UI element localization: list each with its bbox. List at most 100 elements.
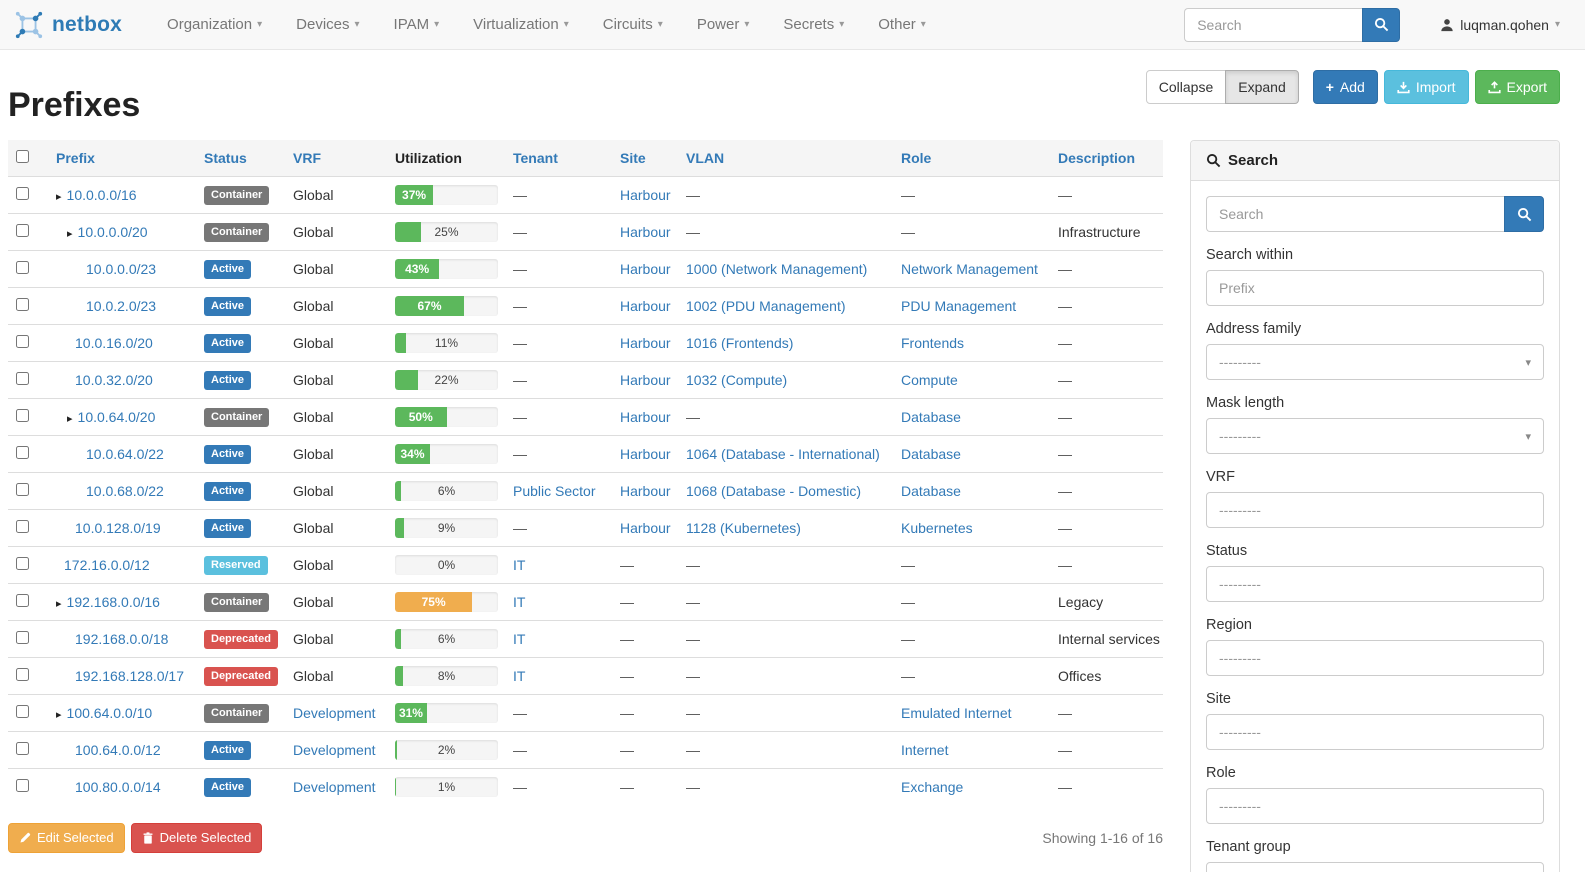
vlan-link[interactable]: 1000 (Network Management) xyxy=(686,261,868,277)
site-link[interactable]: Harbour xyxy=(620,372,671,388)
vlan-link[interactable]: 1128 (Kubernetes) xyxy=(686,520,801,536)
import-button[interactable]: Import xyxy=(1383,70,1469,104)
expand-arrow-icon[interactable]: ▸ xyxy=(67,228,73,240)
role-link[interactable]: Database xyxy=(901,446,961,462)
filter-select-site[interactable]: --------- xyxy=(1206,714,1544,750)
row-checkbox[interactable] xyxy=(16,779,29,792)
role-link[interactable]: Database xyxy=(901,409,961,425)
row-checkbox[interactable] xyxy=(16,520,29,533)
tenant-link[interactable]: IT xyxy=(513,557,526,573)
row-checkbox[interactable] xyxy=(16,187,29,200)
nav-item-secrets[interactable]: Secrets ▾ xyxy=(766,1,861,48)
vrf-link[interactable]: Development xyxy=(293,779,376,795)
prefix-link[interactable]: 10.0.16.0/20 xyxy=(75,335,153,351)
navbar-search-input[interactable] xyxy=(1184,7,1363,42)
filter-input-search-within[interactable] xyxy=(1206,270,1544,306)
row-checkbox[interactable] xyxy=(16,742,29,755)
edit-selected-button[interactable]: Edit Selected xyxy=(8,823,125,853)
filter-select-region[interactable]: --------- xyxy=(1206,640,1544,676)
prefix-link[interactable]: 10.0.2.0/23 xyxy=(86,298,157,314)
role-link[interactable]: Database xyxy=(901,483,961,499)
site-link[interactable]: Harbour xyxy=(620,409,671,425)
role-link[interactable]: Frontends xyxy=(901,335,965,351)
nav-item-other[interactable]: Other ▾ xyxy=(861,1,943,48)
prefix-link[interactable]: 10.0.0.0/16 xyxy=(66,187,137,203)
prefix-link[interactable]: 10.0.32.0/20 xyxy=(75,372,153,388)
role-link[interactable]: Compute xyxy=(901,372,958,388)
role-link[interactable]: PDU Management xyxy=(901,298,1017,314)
row-checkbox[interactable] xyxy=(16,224,29,237)
site-link[interactable]: Harbour xyxy=(620,224,671,240)
filter-search-button[interactable] xyxy=(1504,196,1544,232)
netbox-brand[interactable]: netbox xyxy=(14,10,122,40)
row-checkbox[interactable] xyxy=(16,372,29,385)
delete-selected-button[interactable]: Delete Selected xyxy=(130,823,263,853)
prefix-link[interactable]: 10.0.68.0/22 xyxy=(86,483,164,499)
row-checkbox[interactable] xyxy=(16,298,29,311)
role-link[interactable]: Network Management xyxy=(901,261,1038,277)
nav-item-circuits[interactable]: Circuits ▾ xyxy=(586,1,680,48)
column-header-description[interactable]: Description xyxy=(1050,140,1163,177)
role-link[interactable]: Kubernetes xyxy=(901,520,973,536)
row-checkbox[interactable] xyxy=(16,409,29,422)
vrf-link[interactable]: Development xyxy=(293,705,376,721)
prefix-link[interactable]: 10.0.64.0/20 xyxy=(77,409,156,425)
tenant-link[interactable]: IT xyxy=(513,594,526,610)
vrf-link[interactable]: Development xyxy=(293,742,376,758)
filter-select-vrf[interactable]: --------- xyxy=(1206,492,1544,528)
prefix-link[interactable]: 172.16.0.0/12 xyxy=(64,557,150,573)
column-header-role[interactable]: Role xyxy=(893,140,1050,177)
prefix-link[interactable]: 100.80.0.0/14 xyxy=(75,779,161,795)
expand-arrow-icon[interactable]: ▸ xyxy=(56,191,62,203)
column-header-tenant[interactable]: Tenant xyxy=(505,140,612,177)
site-link[interactable]: Harbour xyxy=(620,520,671,536)
column-header-vrf[interactable]: VRF xyxy=(285,140,387,177)
row-checkbox[interactable] xyxy=(16,335,29,348)
column-header-prefix[interactable]: Prefix xyxy=(48,140,196,177)
site-link[interactable]: Harbour xyxy=(620,187,671,203)
add-button[interactable]: + Add xyxy=(1312,70,1378,104)
prefix-link[interactable]: 192.168.0.0/16 xyxy=(66,594,160,610)
vlan-link[interactable]: 1032 (Compute) xyxy=(686,372,788,388)
site-link[interactable]: Harbour xyxy=(620,335,671,351)
role-link[interactable]: Internet xyxy=(901,742,949,758)
filter-search-input[interactable] xyxy=(1206,196,1504,232)
site-link[interactable]: Harbour xyxy=(620,298,671,314)
nav-item-devices[interactable]: Devices ▾ xyxy=(279,1,376,48)
row-checkbox[interactable] xyxy=(16,446,29,459)
nav-item-power[interactable]: Power ▾ xyxy=(680,1,767,48)
column-header-site[interactable]: Site xyxy=(612,140,678,177)
row-checkbox[interactable] xyxy=(16,705,29,718)
prefix-link[interactable]: 10.0.128.0/19 xyxy=(75,520,161,536)
row-checkbox[interactable] xyxy=(16,594,29,607)
role-link[interactable]: Exchange xyxy=(901,779,964,795)
prefix-link[interactable]: 10.0.0.0/23 xyxy=(86,261,157,277)
vlan-link[interactable]: 1016 (Frontends) xyxy=(686,335,794,351)
select-all-checkbox[interactable] xyxy=(16,150,29,163)
tenant-link[interactable]: IT xyxy=(513,668,526,684)
filter-select-address-family[interactable]: --------- ▾ xyxy=(1206,344,1544,380)
expand-arrow-icon[interactable]: ▸ xyxy=(56,709,62,721)
prefix-link[interactable]: 10.0.64.0/22 xyxy=(86,446,164,462)
row-checkbox[interactable] xyxy=(16,668,29,681)
site-link[interactable]: Harbour xyxy=(620,446,671,462)
prefix-link[interactable]: 192.168.128.0/17 xyxy=(75,668,184,684)
filter-select-tenant-group[interactable]: --------- xyxy=(1206,862,1544,872)
row-checkbox[interactable] xyxy=(16,261,29,274)
prefix-link[interactable]: 100.64.0.0/12 xyxy=(75,742,161,758)
row-checkbox[interactable] xyxy=(16,557,29,570)
prefix-link[interactable]: 192.168.0.0/18 xyxy=(75,631,169,647)
tenant-link[interactable]: IT xyxy=(513,631,526,647)
export-button[interactable]: Export xyxy=(1474,70,1560,104)
collapse-button[interactable]: Collapse xyxy=(1145,70,1227,104)
filter-select-mask-length[interactable]: --------- ▾ xyxy=(1206,418,1544,454)
role-link[interactable]: Emulated Internet xyxy=(901,705,1012,721)
site-link[interactable]: Harbour xyxy=(620,261,671,277)
navbar-search-button[interactable] xyxy=(1362,7,1401,42)
site-link[interactable]: Harbour xyxy=(620,483,671,499)
column-header-status[interactable]: Status xyxy=(196,140,285,177)
nav-item-virtualization[interactable]: Virtualization ▾ xyxy=(456,1,586,48)
tenant-link[interactable]: Public Sector xyxy=(513,483,596,499)
nav-item-ipam[interactable]: IPAM ▾ xyxy=(377,1,457,48)
expand-arrow-icon[interactable]: ▸ xyxy=(56,598,62,610)
